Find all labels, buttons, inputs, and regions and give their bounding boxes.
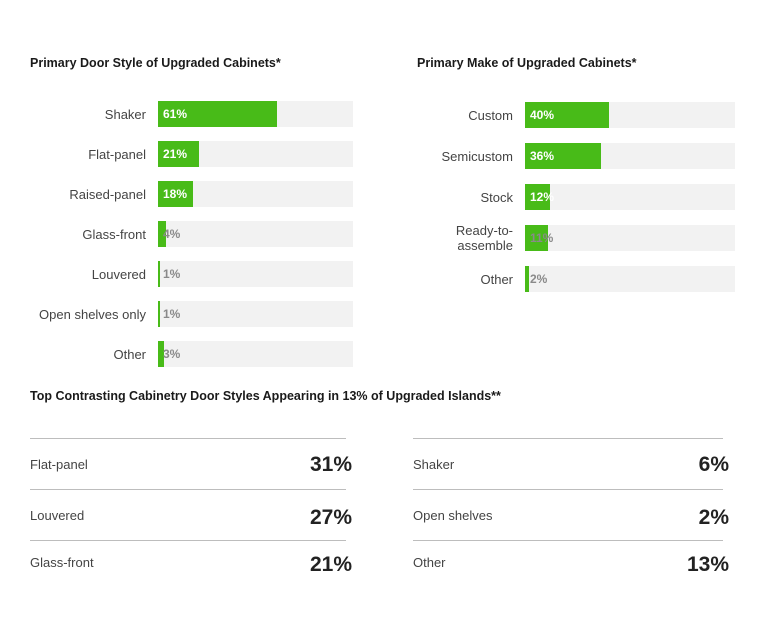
style-label: Louvered	[30, 508, 85, 523]
category-label: Open shelves only	[39, 306, 146, 322]
bar	[158, 261, 160, 287]
bar-track	[158, 301, 353, 327]
bar	[525, 225, 549, 251]
data-label: 40%	[530, 108, 555, 122]
bar-track	[525, 266, 735, 292]
data-label: 4%	[163, 227, 181, 241]
style-percentage: 13%	[686, 553, 729, 576]
bar-track	[525, 225, 735, 251]
style-label: Other	[413, 555, 446, 570]
data-label: 36%	[530, 149, 555, 163]
row-divider	[30, 540, 346, 541]
bar-track	[158, 141, 353, 167]
bar-track	[158, 341, 353, 367]
style-percentage: 2%	[698, 506, 729, 529]
category-label: Other	[480, 271, 513, 287]
style-percentage: 31%	[309, 453, 352, 476]
category-label: Other	[113, 346, 146, 362]
row-divider	[413, 540, 723, 541]
category-label: Glass-front	[82, 226, 146, 242]
data-label: 21%	[163, 147, 188, 161]
bar	[158, 301, 160, 327]
style-label: Flat-panel	[30, 457, 88, 472]
row-divider	[30, 489, 346, 490]
category-label: Stock	[480, 189, 513, 205]
bar	[158, 181, 194, 207]
bar	[158, 221, 166, 247]
bar-track	[525, 102, 735, 128]
style-percentage: 21%	[309, 553, 352, 576]
style-label: Open shelves	[413, 508, 493, 523]
row-divider	[413, 489, 723, 490]
door-style-chart-title: Primary Door Style of Upgraded Cabinets*	[30, 56, 281, 70]
style-percentage: 27%	[309, 506, 352, 529]
data-label: 11%	[530, 231, 554, 245]
island-styles-title: Top Contrasting Cabinetry Door Styles Ap…	[30, 389, 501, 403]
data-label: 3%	[163, 347, 181, 361]
category-label: Raised-panel	[69, 186, 146, 202]
data-label: 1%	[163, 307, 181, 321]
category-label: Shaker	[104, 106, 146, 122]
style-percentage: 6%	[698, 453, 729, 476]
category-label: Ready-to- assemble	[455, 223, 513, 253]
style-label: Shaker	[413, 457, 455, 472]
bar	[525, 184, 551, 210]
bar-track	[158, 261, 353, 287]
data-label: 1%	[163, 267, 181, 281]
data-label: 18%	[163, 187, 188, 201]
category-label: Custom	[468, 107, 513, 123]
bar	[525, 266, 530, 292]
bar	[525, 143, 601, 169]
bar-track	[158, 101, 353, 127]
bar-track	[158, 181, 353, 207]
bar	[158, 141, 199, 167]
row-divider	[30, 438, 346, 439]
bar-track	[525, 184, 735, 210]
cabinet-make-chart-title: Primary Make of Upgraded Cabinets*	[417, 56, 637, 70]
category-label: Semicustom	[441, 148, 513, 164]
category-label: Flat-panel	[88, 146, 146, 162]
bar	[158, 341, 164, 367]
data-label: 12%	[530, 190, 555, 204]
bar-track	[158, 221, 353, 247]
style-label: Glass-front	[30, 555, 94, 570]
data-label: 61%	[163, 107, 188, 121]
data-label: 2%	[530, 272, 548, 286]
row-divider	[413, 438, 723, 439]
category-label: Louvered	[91, 266, 146, 282]
bar	[525, 102, 609, 128]
bar-track	[525, 143, 735, 169]
bar	[158, 101, 277, 127]
